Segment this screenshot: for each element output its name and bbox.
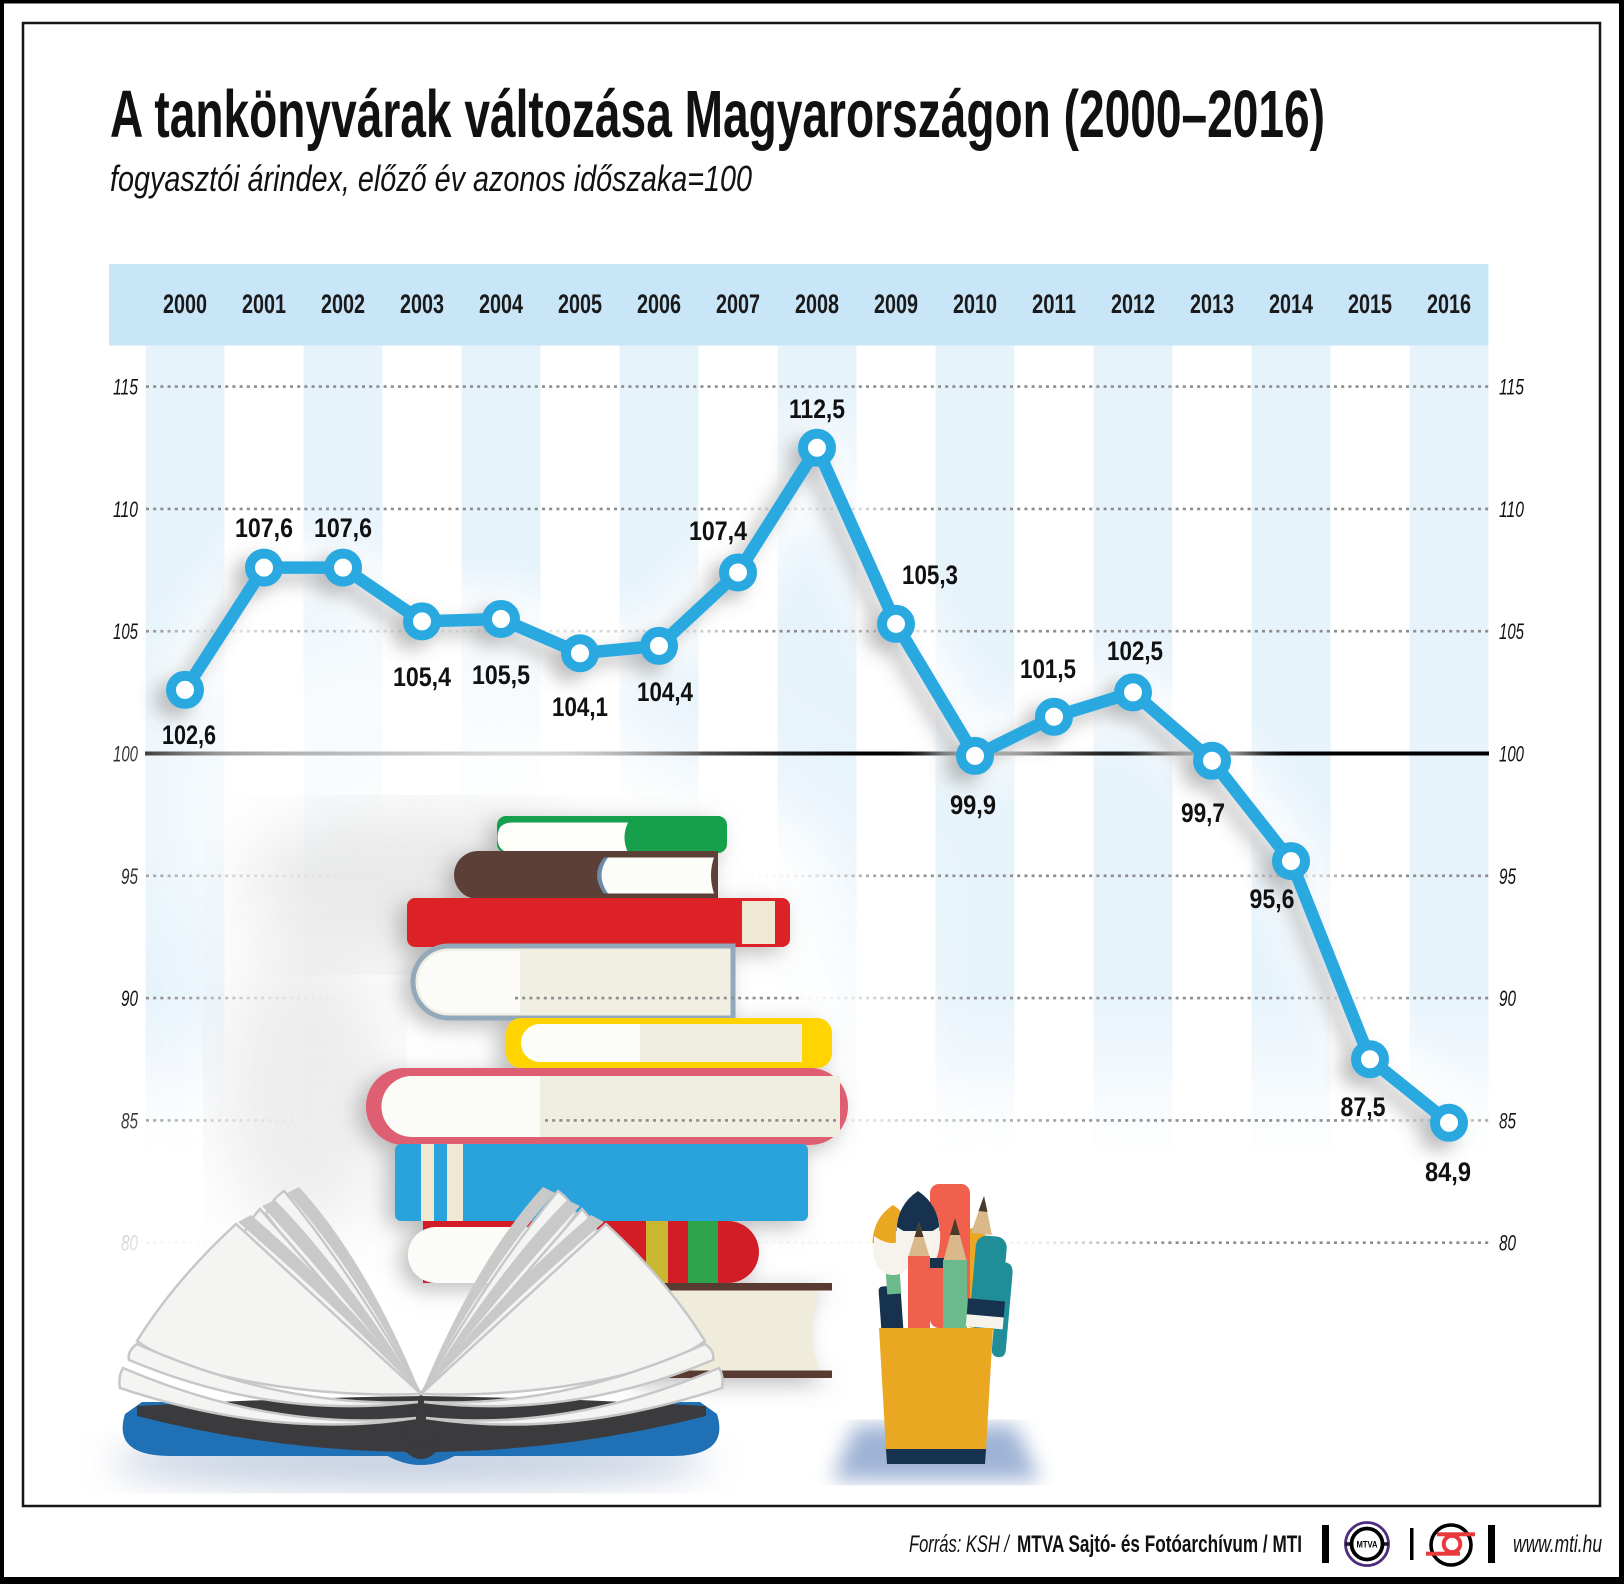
svg-text:105,5: 105,5 [472, 660, 530, 690]
svg-text:105: 105 [1499, 619, 1525, 644]
svg-text:87,5: 87,5 [1341, 1092, 1386, 1122]
svg-text:110: 110 [1499, 497, 1525, 522]
svg-text:2000: 2000 [163, 289, 207, 319]
svg-text:MTVA: MTVA [1357, 1540, 1378, 1550]
svg-text:101,5: 101,5 [1020, 654, 1076, 684]
svg-text:107,4: 107,4 [689, 516, 747, 546]
svg-text:2008: 2008 [795, 289, 839, 319]
svg-text:2003: 2003 [400, 289, 444, 319]
svg-text:107,6: 107,6 [314, 513, 372, 543]
svg-text:115: 115 [1499, 375, 1525, 400]
svg-text:2013: 2013 [1190, 289, 1234, 319]
svg-text:102,5: 102,5 [1107, 636, 1163, 666]
svg-text:112,5: 112,5 [789, 394, 845, 424]
svg-text:104,4: 104,4 [637, 677, 693, 707]
svg-text:2007: 2007 [716, 289, 760, 319]
svg-text:95: 95 [1499, 864, 1517, 889]
svg-text:95: 95 [121, 864, 139, 889]
svg-text:2005: 2005 [558, 289, 602, 319]
svg-text:2012: 2012 [1111, 289, 1155, 319]
svg-text:85: 85 [1499, 1108, 1517, 1133]
svg-text:www.mti.hu: www.mti.hu [1513, 1531, 1602, 1558]
svg-text:84,9: 84,9 [1425, 1157, 1471, 1187]
svg-text:2002: 2002 [321, 289, 365, 319]
svg-text:115: 115 [113, 375, 139, 400]
svg-text:85: 85 [121, 1108, 139, 1133]
svg-text:100: 100 [113, 742, 139, 767]
svg-text:Forrás: KSH /: Forrás: KSH / [909, 1531, 1011, 1558]
svg-text:100: 100 [1499, 742, 1525, 767]
svg-text:105: 105 [113, 619, 139, 644]
svg-text:A tankönyvárak változása Magya: A tankönyvárak változása Magyarországon … [110, 77, 1325, 152]
svg-text:fogyasztói árindex, előző év a: fogyasztói árindex, előző év azonos idős… [110, 158, 752, 199]
svg-text:90: 90 [121, 986, 139, 1011]
svg-text:2011: 2011 [1032, 289, 1076, 319]
svg-text:107,6: 107,6 [235, 513, 293, 543]
svg-text:104,1: 104,1 [552, 692, 608, 722]
svg-text:2001: 2001 [242, 289, 286, 319]
svg-text:2009: 2009 [874, 289, 918, 319]
svg-text:2014: 2014 [1269, 289, 1313, 319]
svg-text:110: 110 [113, 497, 139, 522]
svg-text:105,4: 105,4 [393, 662, 451, 692]
svg-text:102,6: 102,6 [162, 720, 216, 750]
svg-text:2010: 2010 [953, 289, 997, 319]
svg-text:90: 90 [1499, 986, 1517, 1011]
svg-text:2015: 2015 [1348, 289, 1392, 319]
svg-text:2004: 2004 [479, 289, 523, 319]
svg-text:2006: 2006 [637, 289, 681, 319]
svg-text:99,9: 99,9 [950, 790, 996, 820]
svg-text:105,3: 105,3 [902, 560, 958, 590]
svg-text:MTVA Sajtó- és Fotóarchívum /: MTVA Sajtó- és Fotóarchívum / MTI [1017, 1531, 1302, 1558]
svg-text:2016: 2016 [1427, 289, 1471, 319]
svg-text:95,6: 95,6 [1250, 884, 1295, 914]
svg-text:80: 80 [1499, 1231, 1517, 1256]
svg-text:99,7: 99,7 [1181, 798, 1225, 828]
